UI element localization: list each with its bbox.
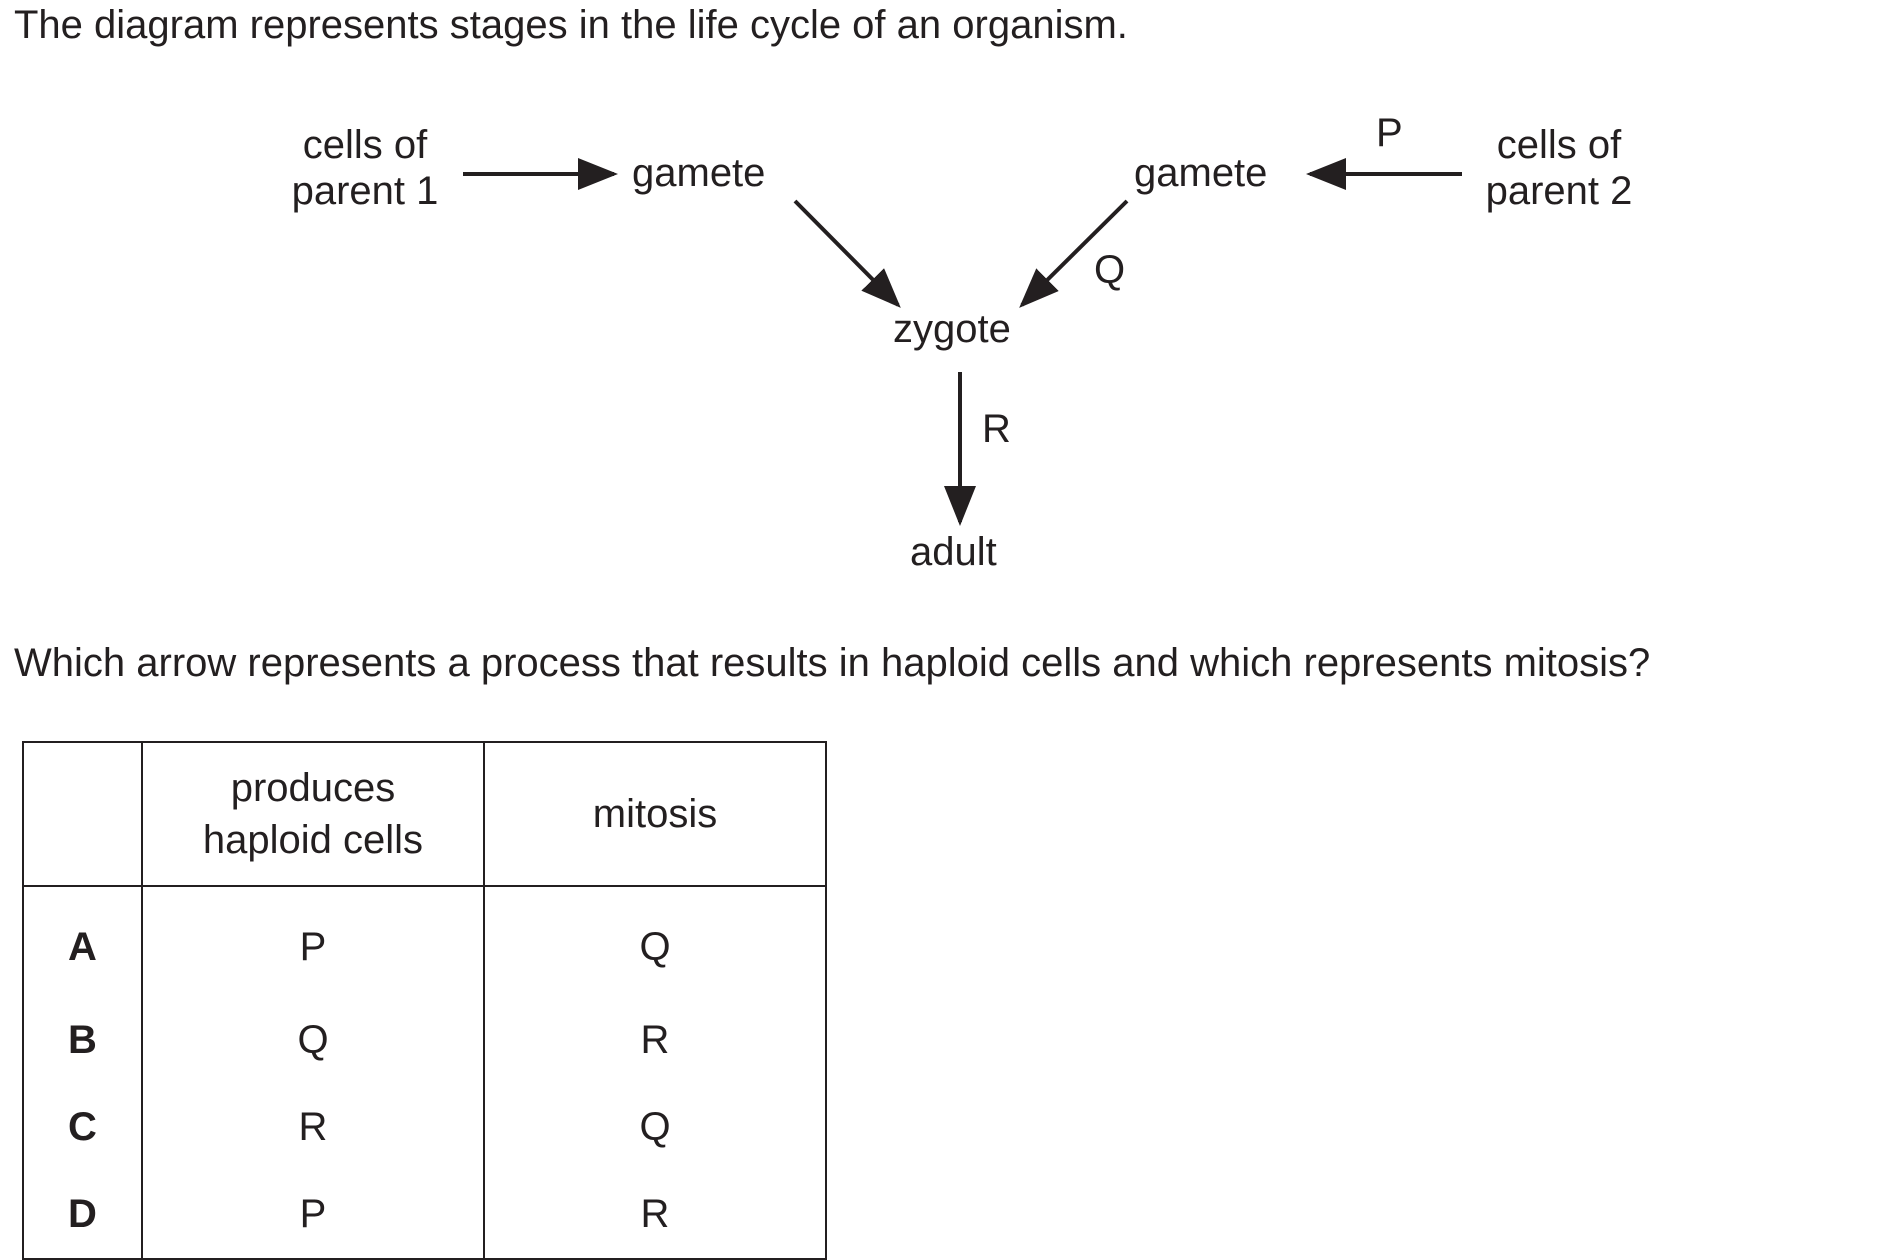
gamete-left-label: gamete — [632, 151, 766, 195]
table-header-row: produces haploid cells mitosis — [22, 741, 827, 887]
table-row: B Q R — [22, 997, 827, 1084]
option-letter: D — [22, 1171, 143, 1260]
arrow-gamete-left-to-zygote — [793, 199, 901, 308]
table-row: C R Q — [22, 1084, 827, 1171]
table-row: D P R — [22, 1171, 827, 1260]
label-q: Q — [1094, 248, 1126, 292]
mitosis-value: R — [483, 1171, 827, 1260]
question-text: Which arrow represents a process that re… — [14, 641, 1651, 685]
option-letter: A — [22, 886, 143, 997]
zygote-label: zygote — [893, 307, 1011, 351]
gamete-right-label: gamete — [1134, 151, 1268, 195]
table-row: A P Q — [22, 886, 827, 997]
arrow-q — [1019, 199, 1129, 308]
intro-text: The diagram represents stages in the lif… — [14, 3, 1128, 47]
life-cycle-diagram — [463, 158, 1462, 526]
mitosis-value: Q — [483, 1084, 827, 1171]
parent1-label: cells of parent 1 — [291, 123, 439, 213]
haploid-value: P — [141, 1171, 485, 1260]
label-r: R — [982, 407, 1011, 451]
answer-table: produces haploid cells mitosis A P Q B Q… — [22, 741, 827, 1260]
mitosis-value: Q — [483, 886, 827, 997]
mitosis-value: R — [483, 997, 827, 1084]
haploid-value: P — [141, 886, 485, 997]
header-mitosis: mitosis — [483, 741, 827, 887]
label-p: P — [1376, 111, 1403, 155]
header-option — [22, 741, 143, 887]
option-letter: C — [22, 1084, 143, 1171]
adult-label: adult — [910, 530, 997, 574]
haploid-value: Q — [141, 997, 485, 1084]
option-letter: B — [22, 997, 143, 1084]
parent2-label: cells of parent 2 — [1485, 123, 1633, 213]
header-haploid: produces haploid cells — [141, 741, 485, 887]
haploid-value: R — [141, 1084, 485, 1171]
